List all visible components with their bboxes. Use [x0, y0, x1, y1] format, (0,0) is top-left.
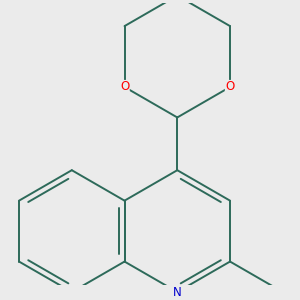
Text: N: N [173, 286, 182, 298]
Text: O: O [225, 80, 235, 94]
Text: O: O [120, 80, 129, 94]
